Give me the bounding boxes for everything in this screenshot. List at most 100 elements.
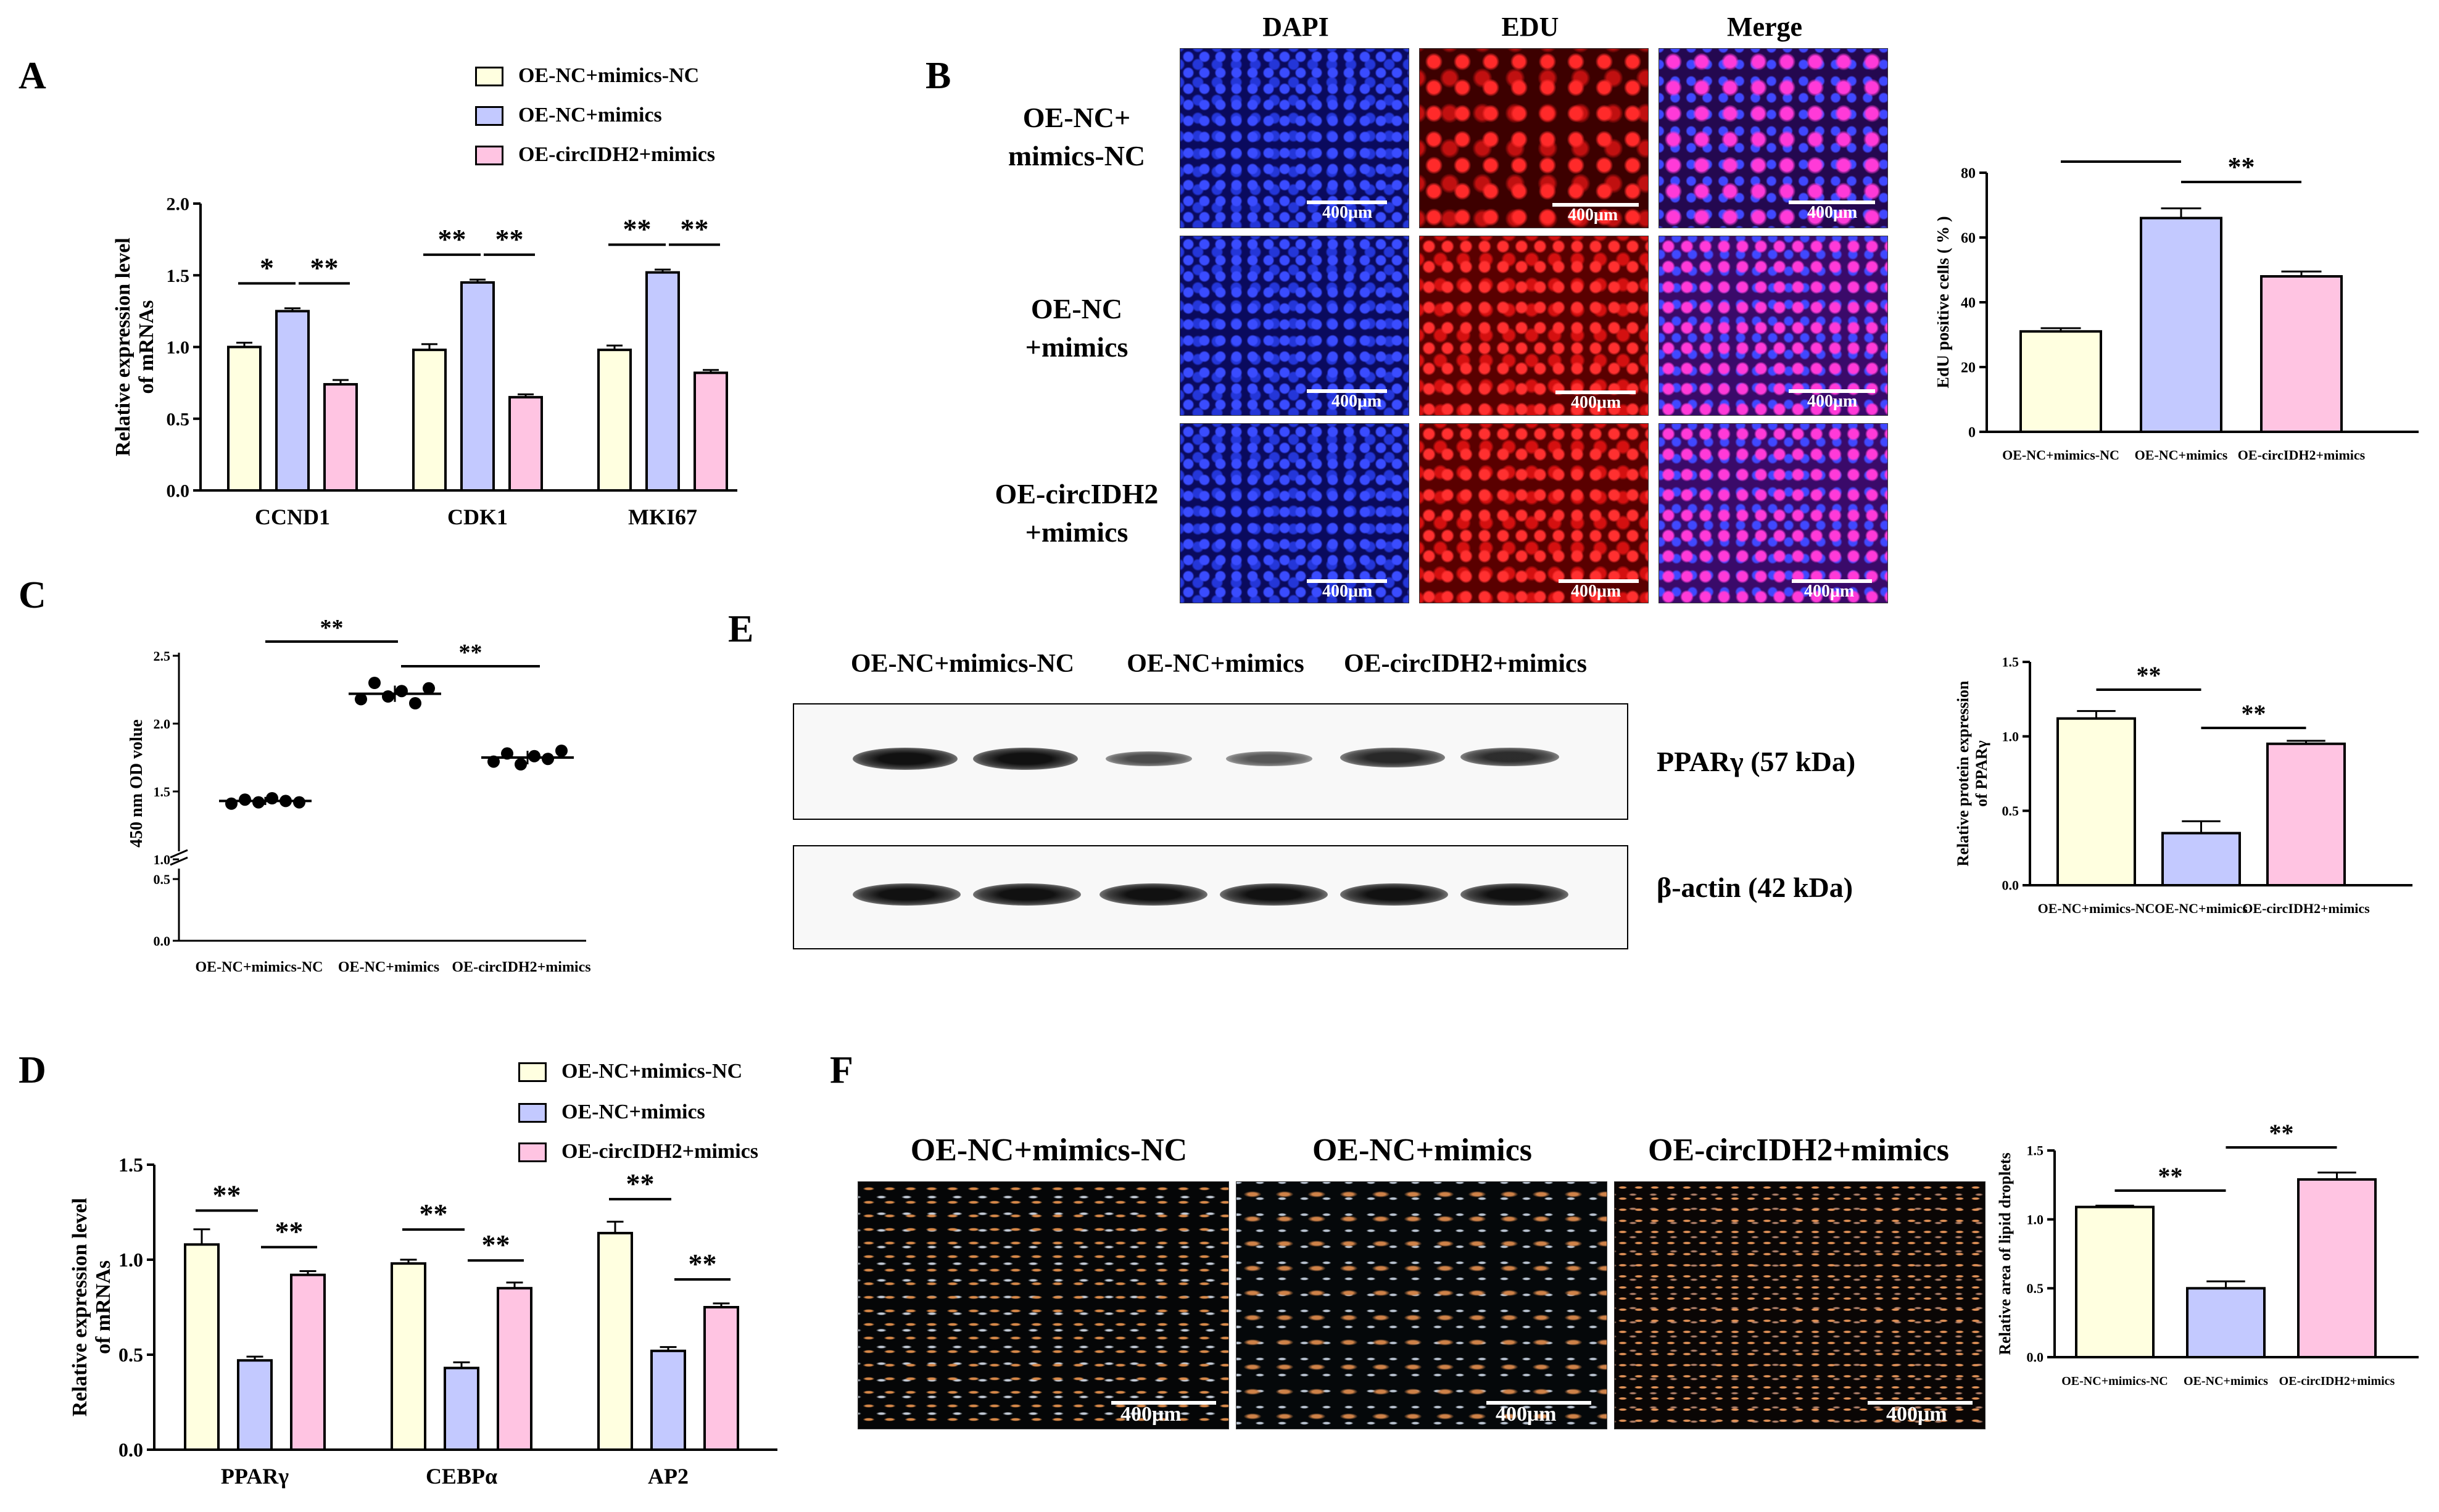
bar (2019, 330, 2102, 433)
significance-mark: ** (626, 1168, 655, 1199)
y-tick-label: 1.0 (118, 1249, 143, 1271)
bar (184, 1243, 220, 1452)
chart-b: 0 20 40 60 80 EdU positive cells ( % ) OE-NC+m… (1937, 154, 2419, 463)
y-tick-label: 0.0 (154, 933, 171, 949)
bar (460, 281, 495, 492)
data-point (409, 697, 421, 709)
bar (645, 271, 680, 492)
oil-red-image-3: 400μm (1614, 1181, 1986, 1429)
legend-a-item-1: OE-NC+mimics-NC (518, 64, 700, 87)
x-tick-label: OE-NC+mimics (2135, 447, 2228, 463)
bar (290, 1273, 326, 1451)
bar (694, 371, 728, 492)
y-tick-label: 1.5 (2027, 1143, 2044, 1159)
row-label-3: OE-circIDH2 +mimics (995, 478, 1159, 548)
y-tick-label: 2.0 (167, 194, 190, 215)
panel-label-b: B (925, 55, 951, 97)
blot-label-ppar: PPARγ (57 kDa) (1657, 746, 1856, 777)
micrograph-merge-2: 400μm (1658, 236, 1888, 416)
axis-break (170, 849, 188, 859)
data-point (355, 693, 367, 706)
significance-mark: ** (2242, 700, 2266, 727)
bar (323, 382, 358, 492)
y-tick-label: 1.5 (154, 784, 171, 799)
data-point (293, 796, 305, 809)
y-tick-label: 0.5 (118, 1344, 143, 1366)
data-point (528, 750, 540, 762)
bar (703, 1306, 739, 1451)
y-tick-label: 1.0 (167, 337, 190, 358)
oil-red-image-1: 400μm (858, 1181, 1229, 1429)
y-tick-label: 1.5 (2002, 655, 2019, 670)
data-point (423, 682, 435, 695)
x-tick-label: OE-NC+mimics-NC (196, 959, 323, 975)
legend-a-item-3: OE-circIDH2+mimics (518, 143, 716, 166)
y-tick-label: 60 (1961, 230, 1976, 246)
micrograph-dapi-2: 400μm (1180, 236, 1409, 416)
bar (2056, 717, 2136, 886)
bar (2161, 832, 2241, 886)
column-label-merge: Merge (1726, 12, 1803, 42)
data-point (501, 747, 513, 760)
data-point (382, 690, 394, 703)
micrograph-edu-1: 400μm (1419, 48, 1649, 228)
legend-swatch-mimics (475, 106, 503, 126)
data-point (368, 677, 381, 689)
oil-title-3: OE-circIDH2+mimics (1648, 1133, 1949, 1168)
micrograph-merge-3: 400μm (1658, 423, 1888, 603)
significance-mark: ** (2269, 1119, 2294, 1147)
significance-mark: ** (482, 1229, 510, 1260)
row-label-1: OE-NC+ mimics-NC (1008, 102, 1146, 172)
y-axis-label: EdU positive cells ( % ) (1937, 216, 1953, 388)
data-point (280, 795, 292, 808)
bar (2297, 1178, 2377, 1359)
data-point (515, 758, 527, 770)
y-axis-label: of PPARγ (1973, 740, 1990, 807)
bar (597, 349, 632, 492)
data-point (542, 753, 554, 766)
panel-label-e: E (728, 608, 754, 650)
bar (237, 1359, 273, 1451)
significance-mark: ** (438, 223, 466, 255)
bar (444, 1366, 479, 1451)
significance-mark: ** (623, 213, 652, 245)
chart-d: 0.0 0.5 1.0 1.5 Relative expression level of … (68, 1154, 777, 1489)
y-axis-label: Relative area of lipid droplets (1996, 1152, 2014, 1355)
oil-red-image-2: 400μm (1236, 1181, 1607, 1429)
legend-swatch-nc (475, 67, 503, 86)
legend-swatch-mimics (518, 1103, 547, 1123)
data-point (266, 792, 278, 804)
bar (497, 1287, 532, 1451)
data-point (225, 797, 238, 810)
x-tick-label: CDK1 (447, 505, 508, 529)
panel-label-c: C (19, 574, 46, 616)
y-axis-label: Relative expression level (68, 1198, 91, 1416)
y-tick-label: 0.0 (167, 481, 190, 502)
significance-mark: ** (459, 640, 482, 666)
chart-f: 0.0 0.5 1.0 1.5 Relative area of lipid dropl… (1996, 1119, 2419, 1388)
significance-mark: ** (495, 223, 524, 255)
x-tick-label: CCND1 (255, 505, 330, 529)
lane-label-2: OE-NC+mimics (1127, 650, 1304, 678)
y-tick-label: 1.5 (118, 1154, 143, 1176)
data-point (395, 685, 408, 698)
y-axis-label: Relative protein expression (1954, 680, 1972, 866)
legend-swatch-circ (475, 146, 503, 165)
legend-swatch-circ (518, 1142, 547, 1162)
significance-mark: * (260, 252, 274, 283)
bar (597, 1231, 633, 1451)
x-tick-label: OE-circIDH2+mimics (2279, 1374, 2395, 1388)
oil-title-2: OE-NC+mimics (1312, 1133, 1533, 1168)
bar (2266, 742, 2346, 886)
y-tick-label: 0 (1968, 424, 1976, 440)
y-axis-label: of mRNAs (92, 1260, 115, 1354)
column-label-edu: EDU (1501, 12, 1559, 42)
y-tick-label: 0.5 (154, 872, 171, 887)
significance-mark: ** (2158, 1162, 2183, 1190)
x-tick-label: OE-circIDH2+mimics (2242, 901, 2370, 916)
column-label-dapi: DAPI (1262, 12, 1329, 42)
x-tick-label: OE-NC+mimics (2155, 901, 2248, 916)
y-tick-label: 1.0 (154, 852, 171, 867)
bar (2186, 1287, 2266, 1359)
significance-mark: ** (681, 213, 709, 245)
